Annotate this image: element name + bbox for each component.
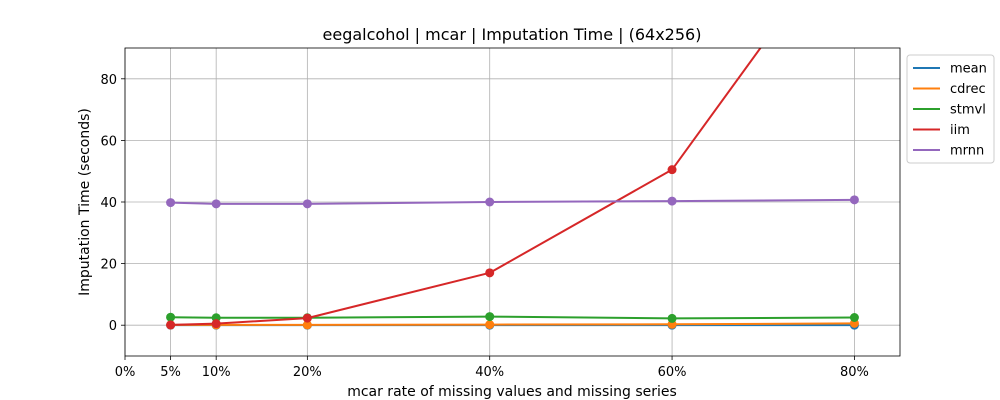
x-tick-label: 0% bbox=[115, 365, 136, 380]
y-axis-label: Imputation Time (seconds) bbox=[77, 108, 93, 296]
x-tick-label: 80% bbox=[840, 365, 869, 380]
data-point-stmvl bbox=[667, 313, 677, 323]
data-point-iim bbox=[302, 313, 312, 323]
x-tick-label: 10% bbox=[202, 365, 231, 380]
y-tick-label: 80 bbox=[100, 73, 117, 88]
series-line-cdrec bbox=[170, 322, 855, 326]
x-axis-label: mcar rate of missing values and missing … bbox=[347, 384, 677, 400]
data-point-mrnn bbox=[211, 199, 221, 209]
data-point-iim bbox=[485, 268, 495, 278]
data-point-mrnn bbox=[485, 197, 495, 207]
data-point-cdrec bbox=[485, 320, 495, 330]
series-line-iim bbox=[170, 48, 762, 326]
series-layer bbox=[166, 48, 859, 330]
data-point-mrnn bbox=[302, 199, 312, 209]
y-axis: 0 20 40 60 80 bbox=[100, 73, 125, 334]
y-tick-label: 60 bbox=[100, 134, 117, 149]
legend-label-stmvl: stmvl bbox=[950, 103, 986, 118]
legend-box bbox=[906, 54, 995, 164]
legend-label-cdrec: cdrec bbox=[950, 82, 986, 97]
data-point-iim bbox=[667, 165, 677, 175]
series-line-mrnn bbox=[170, 198, 855, 205]
legend: mean cdrec stmvl iim mrnn bbox=[906, 54, 995, 164]
data-point-stmvl bbox=[166, 312, 176, 322]
series-mrnn bbox=[166, 195, 859, 209]
data-point-iim bbox=[166, 320, 176, 330]
x-tick-label: 5% bbox=[160, 365, 181, 380]
x-axis: 0% 5% 10% 20% 40% 60% 80% bbox=[115, 356, 869, 380]
chart-title: eegalcohol | mcar | Imputation Time | (6… bbox=[323, 25, 702, 44]
series-line-stmvl bbox=[170, 315, 855, 320]
legend-label-iim: iim bbox=[950, 123, 970, 138]
series-iim bbox=[166, 48, 762, 330]
x-tick-label: 60% bbox=[658, 365, 687, 380]
data-point-iim bbox=[211, 319, 221, 329]
legend-label-mrnn: mrnn bbox=[950, 144, 984, 159]
x-tick-label: 20% bbox=[293, 365, 322, 380]
data-point-stmvl bbox=[485, 312, 495, 322]
legend-label-mean: mean bbox=[950, 62, 987, 77]
data-point-cdrec bbox=[302, 320, 312, 330]
y-tick-label: 40 bbox=[100, 196, 117, 211]
data-point-mrnn bbox=[166, 198, 176, 208]
data-point-mrnn bbox=[667, 196, 677, 206]
y-tick-label: 20 bbox=[100, 258, 117, 273]
x-tick-label: 40% bbox=[475, 365, 504, 380]
data-point-stmvl bbox=[849, 313, 859, 322]
data-point-mrnn bbox=[849, 195, 859, 205]
y-tick-label: 0 bbox=[109, 319, 117, 334]
